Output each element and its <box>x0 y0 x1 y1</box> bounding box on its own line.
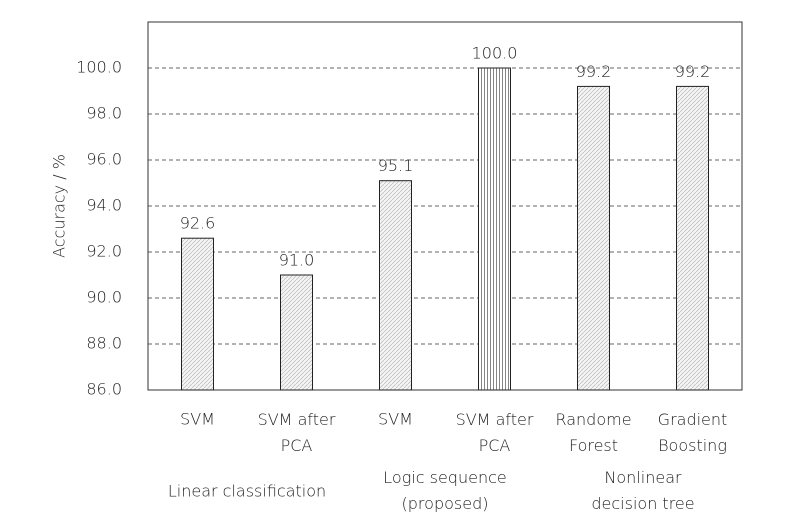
group-label: Logic sequence (proposed) <box>383 468 506 513</box>
x-tick-label: SVM after PCA <box>258 410 336 455</box>
value-label: 100.0 <box>472 44 518 63</box>
y-axis-label: Accuracy / % <box>50 154 69 258</box>
x-tick-label: SVM <box>378 410 413 429</box>
y-tick-label: 96.0 <box>86 150 122 169</box>
y-tick-label: 98.0 <box>86 104 122 123</box>
bar <box>676 85 709 391</box>
value-label: 95.1 <box>378 156 414 175</box>
bar <box>478 67 511 391</box>
value-label: 92.6 <box>180 214 216 233</box>
bar <box>379 180 412 391</box>
y-tick-label: 90.0 <box>86 288 122 307</box>
bar <box>181 237 214 391</box>
x-tick-label: Randome Forest <box>555 410 631 455</box>
plot-frame <box>147 21 743 391</box>
x-tick-label: Gradient Boosting <box>658 410 728 455</box>
y-tick-label: 94.0 <box>86 196 122 215</box>
value-label: 99.2 <box>675 62 711 81</box>
y-tick-label: 92.0 <box>86 242 122 261</box>
bar <box>280 274 313 391</box>
y-tick-label: 100.0 <box>76 58 122 77</box>
y-tick-label: 86.0 <box>86 380 122 399</box>
x-tick-label: SVM after PCA <box>456 410 534 455</box>
value-label: 91.0 <box>279 251 315 270</box>
bar <box>577 85 610 391</box>
group-label: Nonlinear decision tree <box>591 468 694 513</box>
y-tick-label: 88.0 <box>86 334 122 353</box>
x-tick-label: SVM <box>180 410 215 429</box>
value-label: 99.2 <box>576 62 612 81</box>
group-label: Linear classification <box>168 482 326 501</box>
